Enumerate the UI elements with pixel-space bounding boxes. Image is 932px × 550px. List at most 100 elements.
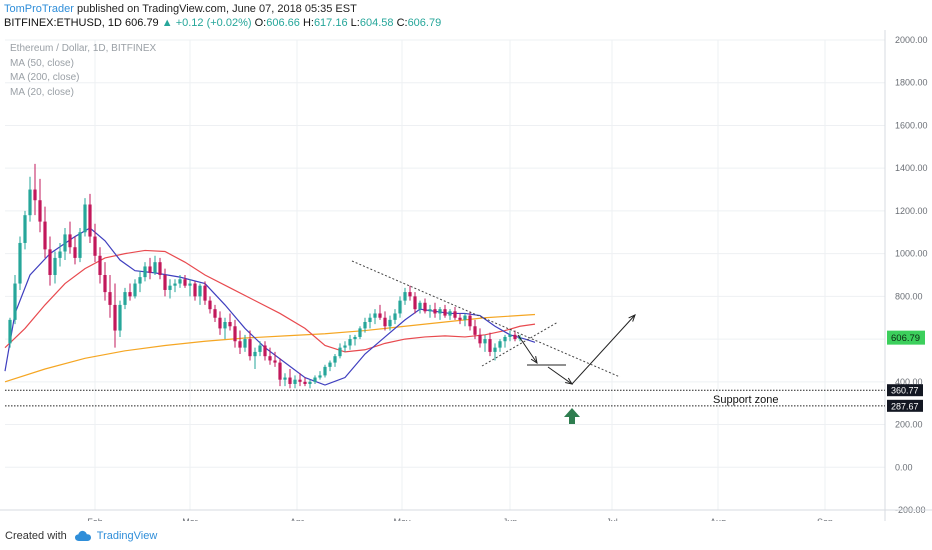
candle-up: [508, 334, 512, 337]
candle-up: [428, 309, 432, 312]
candle-down: [473, 326, 477, 335]
x-tick-label: Mar: [182, 517, 198, 521]
last-price: 606.79: [125, 17, 159, 29]
candle-up: [153, 262, 157, 273]
candle-down: [98, 255, 102, 275]
candle-down: [443, 309, 447, 316]
author-link[interactable]: TomProTrader: [4, 3, 74, 15]
candle-up: [438, 309, 442, 314]
candle-down: [208, 300, 212, 310]
candle-down: [273, 360, 277, 363]
candle-down: [228, 322, 232, 327]
candle-up: [23, 215, 27, 243]
symbol-label: BITFINEX:ETHUSD, 1D: [4, 17, 122, 29]
low-label: L:: [350, 17, 360, 29]
candle-down: [238, 341, 242, 348]
close-label: C:: [396, 17, 408, 29]
candle-down: [108, 292, 112, 305]
candle-down: [468, 315, 472, 327]
candle-up: [223, 322, 227, 329]
open-value: 606.66: [266, 17, 300, 29]
candle-up: [343, 345, 347, 348]
y-tick-label: 1600.00: [895, 120, 928, 130]
legend-ma200[interactable]: MA (200, close): [10, 72, 80, 83]
green-up-arrow-icon: [564, 408, 580, 424]
candle-up: [123, 292, 127, 305]
x-tick-label: May: [393, 517, 411, 521]
candle-up: [353, 336, 357, 340]
ma50-line: [4, 249, 536, 353]
y-tick-label: 800.00: [895, 291, 923, 301]
x-tick-label: Feb: [87, 517, 103, 521]
x-tick-label: Jul: [606, 517, 618, 521]
candle-down: [148, 266, 152, 273]
cloud-icon: [74, 530, 91, 541]
candle-down: [478, 334, 482, 344]
projection-arrow-up-head: [628, 314, 636, 322]
tradingview-logo[interactable]: TradingView: [74, 530, 157, 542]
price-chart[interactable]: 2000.00 1800.00 1600.00 1400.00 1200.00 1000.…: [0, 30, 932, 521]
candle-down: [458, 317, 462, 320]
support-zone-label: Support zone: [713, 394, 778, 406]
candle-up: [393, 313, 397, 320]
candle-up: [328, 362, 332, 367]
candle-down: [423, 302, 427, 312]
open-label: O:: [254, 17, 267, 29]
chart-legend: Ethereum / Dollar, 1D, BITFINEX MA (50, …: [10, 42, 156, 100]
candle-down: [88, 204, 92, 237]
candle-down: [158, 262, 162, 275]
candle-up: [308, 381, 312, 384]
candle-up: [168, 285, 172, 290]
candle-down: [263, 345, 267, 357]
y-tick-label: 400.00: [895, 377, 923, 387]
candle-up: [483, 339, 487, 344]
candle-down: [103, 275, 107, 293]
candle-down: [278, 362, 282, 380]
projection-arrow-1-head: [530, 356, 538, 365]
candle-down: [488, 339, 492, 352]
candle-up: [313, 377, 317, 382]
legend-ma20[interactable]: MA (20, close): [10, 86, 74, 98]
created-with: Created with TradingView: [5, 530, 157, 542]
candle-up: [293, 379, 297, 384]
candle-up: [418, 302, 422, 310]
candle-up: [323, 366, 327, 376]
candle-up: [358, 328, 362, 337]
y-tick-label: 200.00: [895, 420, 923, 430]
candle-up: [388, 319, 392, 327]
published-text: published on TradingView.com, June 07, 2…: [76, 3, 357, 15]
candle-down: [128, 292, 132, 297]
candle-up: [258, 345, 262, 352]
publish-line: TomProTrader published on TradingView.co…: [4, 3, 357, 15]
candle-down: [303, 381, 307, 384]
footer-bar: Created with TradingView: [0, 521, 932, 550]
candle-up: [58, 251, 62, 258]
high-label: H:: [302, 17, 314, 29]
candle-down: [268, 356, 272, 361]
last-price-tag: [887, 330, 925, 345]
candle-up: [53, 257, 57, 275]
candle-up: [118, 304, 122, 331]
candle-up: [138, 277, 142, 284]
candle-down: [413, 296, 417, 310]
x-tick-label: Aug: [710, 517, 726, 521]
candle-down: [193, 283, 197, 297]
candle-down: [453, 311, 457, 318]
candle-down: [408, 292, 412, 297]
candle-up: [253, 351, 257, 357]
projection-arrow-2: [547, 366, 573, 385]
candle-up: [368, 317, 372, 322]
candle-down: [73, 247, 77, 258]
candle-down: [183, 279, 187, 286]
candle-up: [8, 319, 12, 344]
candle-up: [143, 266, 147, 278]
legend-ma50[interactable]: MA (50, close): [10, 57, 74, 69]
x-tick-label: Sep: [817, 517, 833, 521]
candle-up: [398, 300, 402, 314]
candle-down: [93, 236, 97, 256]
candle-up: [318, 375, 322, 378]
candle-down: [298, 379, 302, 382]
candle-up: [448, 311, 452, 316]
x-tick-label: Apr: [290, 517, 304, 521]
candle-down: [433, 309, 437, 314]
